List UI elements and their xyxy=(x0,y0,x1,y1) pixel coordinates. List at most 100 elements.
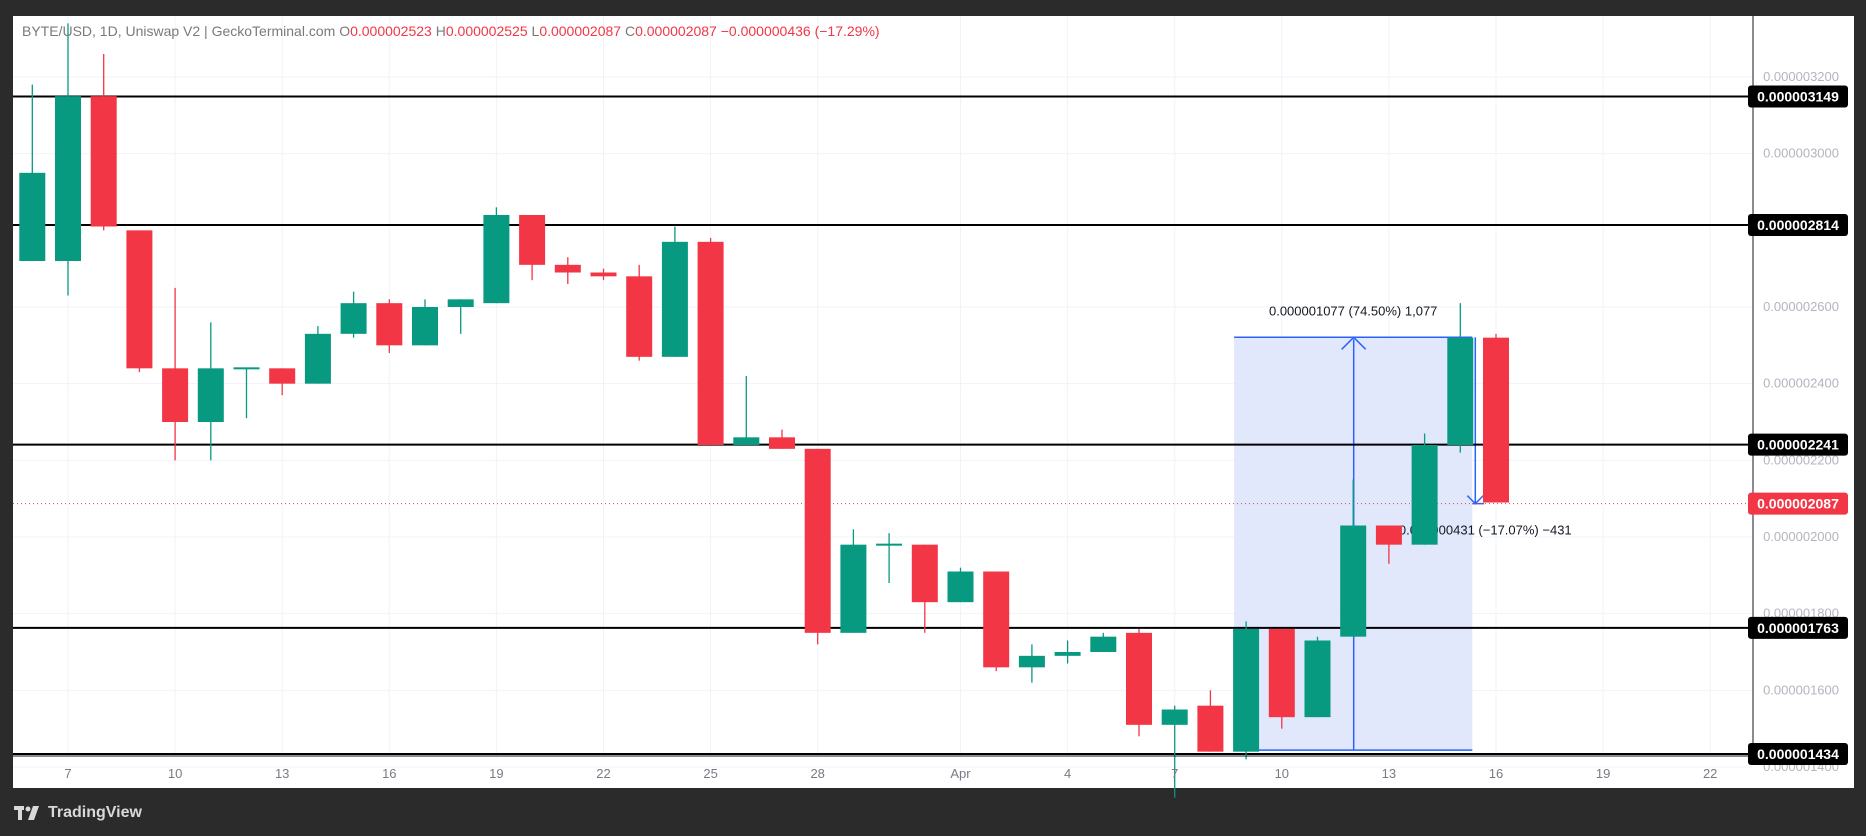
candle-down xyxy=(126,230,153,373)
x-tick-label: 13 xyxy=(275,766,289,781)
candle-up xyxy=(304,326,331,384)
candle-down xyxy=(162,287,189,461)
candle-body xyxy=(876,543,903,546)
candle-body xyxy=(1340,525,1367,637)
candle-body xyxy=(1018,655,1045,668)
candle-body xyxy=(947,571,974,603)
candle-body xyxy=(1090,636,1117,652)
candle-down xyxy=(1483,333,1509,503)
change-value: −0.000000436 (−17.29%) xyxy=(720,23,880,39)
measure-arrow-head xyxy=(1341,336,1367,350)
candle-body xyxy=(911,544,938,603)
y-tick-label: 0.000002000 xyxy=(1763,529,1839,544)
chart-header: BYTE/USD, 1D, Uniswap V2 | GeckoTerminal… xyxy=(22,23,880,39)
x-tick-label: 7 xyxy=(64,766,71,781)
candle-body xyxy=(55,96,81,262)
candle-up xyxy=(1090,632,1117,652)
candle-body xyxy=(983,571,1010,668)
candle-body xyxy=(1411,445,1438,545)
level-price-tag xyxy=(1748,742,1848,765)
candle-up xyxy=(447,299,474,334)
candle-body xyxy=(340,303,367,334)
candle-body xyxy=(1126,632,1152,725)
x-tick-label: 19 xyxy=(1596,766,1610,781)
x-tick-label: 10 xyxy=(168,766,182,781)
candle-down xyxy=(983,571,1010,672)
candle-body xyxy=(19,172,46,261)
level-price-label: 0.000002814 xyxy=(1757,217,1839,233)
y-tick-label: 0.000002200 xyxy=(1763,452,1839,467)
low-label: L xyxy=(531,23,540,39)
candle-up xyxy=(876,533,903,583)
candle-body xyxy=(733,437,760,445)
candle-body xyxy=(447,299,474,307)
x-tick-label: 13 xyxy=(1382,766,1396,781)
close-value: 0.000002087 xyxy=(635,23,717,39)
candle-down xyxy=(911,544,938,633)
candle-body xyxy=(1304,640,1331,718)
measure-down-head xyxy=(1466,495,1484,505)
candle-up xyxy=(55,23,81,296)
candle-up xyxy=(1340,479,1367,637)
x-tick-label: 22 xyxy=(596,766,610,781)
candle-body xyxy=(269,368,296,384)
x-tick-label: 22 xyxy=(1703,766,1717,781)
candle-up xyxy=(733,376,760,445)
candle-up xyxy=(1233,621,1260,760)
level-price-tag xyxy=(1748,616,1848,639)
x-tick-label: 28 xyxy=(810,766,824,781)
candle-down xyxy=(1197,690,1224,752)
candle-up xyxy=(1304,636,1331,718)
open-label: O xyxy=(339,23,351,39)
candle-up xyxy=(483,207,510,304)
level-price-tag xyxy=(1748,433,1848,456)
level-price-tag xyxy=(1748,85,1848,108)
symbol-title: BYTE/USD, 1D, Uniswap V2 | GeckoTerminal… xyxy=(22,23,336,39)
candle-body xyxy=(376,303,403,346)
level-price-label: 0.000001434 xyxy=(1757,746,1839,762)
x-tick-label: Apr xyxy=(950,766,971,781)
x-tick-label: 16 xyxy=(1489,766,1503,781)
candle-body xyxy=(840,544,867,633)
candle-body xyxy=(626,276,653,357)
candle-body xyxy=(1268,629,1295,718)
candle-body xyxy=(1233,629,1260,752)
measure-label: 0.000001077 (74.50%) 1,077 xyxy=(1269,303,1437,318)
axes: 7 10 13 16 19 22 25 28 Apr 4 7 10 13 16 19 22 0.00000140… xyxy=(13,16,1839,781)
candle-up xyxy=(1411,433,1438,545)
candle-body xyxy=(661,241,688,357)
candle-up xyxy=(412,299,438,346)
y-tick-label: 0.000003000 xyxy=(1763,146,1839,161)
candles xyxy=(19,23,1509,798)
candle-up xyxy=(1018,644,1045,683)
level-price-label: 0.000003149 xyxy=(1757,89,1839,105)
price-labels: 0.0000031490.0000028140.0000022410.00000… xyxy=(1748,85,1848,765)
y-tick-label: 0.000001600 xyxy=(1763,682,1839,697)
open-value: 0.000002523 xyxy=(350,23,432,39)
plot-background xyxy=(13,16,1854,788)
candle-body xyxy=(197,368,224,422)
tradingview-logo-icon xyxy=(14,806,39,820)
candle-up xyxy=(1161,705,1188,798)
candle-body xyxy=(804,448,831,633)
candle-body xyxy=(126,230,153,369)
candle-body xyxy=(769,437,795,449)
brand-name: TradingView xyxy=(48,804,142,821)
candle-up xyxy=(19,84,46,261)
candle-up xyxy=(661,226,688,357)
tradingview-brand[interactable]: TradingView xyxy=(14,804,142,822)
candle-body xyxy=(554,264,581,273)
candle-down xyxy=(626,264,653,361)
grid-layer xyxy=(13,16,1753,768)
current-price-tag xyxy=(1748,492,1848,515)
candle-down xyxy=(269,368,296,396)
level-price-label: 0.000002241 xyxy=(1757,437,1839,453)
current-price-label: 0.000002087 xyxy=(1757,496,1839,512)
candle-up xyxy=(947,567,974,603)
candle-down xyxy=(554,257,581,284)
candle-up xyxy=(233,367,260,419)
candle-up xyxy=(840,529,867,633)
candle-body xyxy=(1197,705,1224,752)
candle-body xyxy=(90,96,117,227)
y-tick-label: 0.000002400 xyxy=(1763,376,1839,391)
